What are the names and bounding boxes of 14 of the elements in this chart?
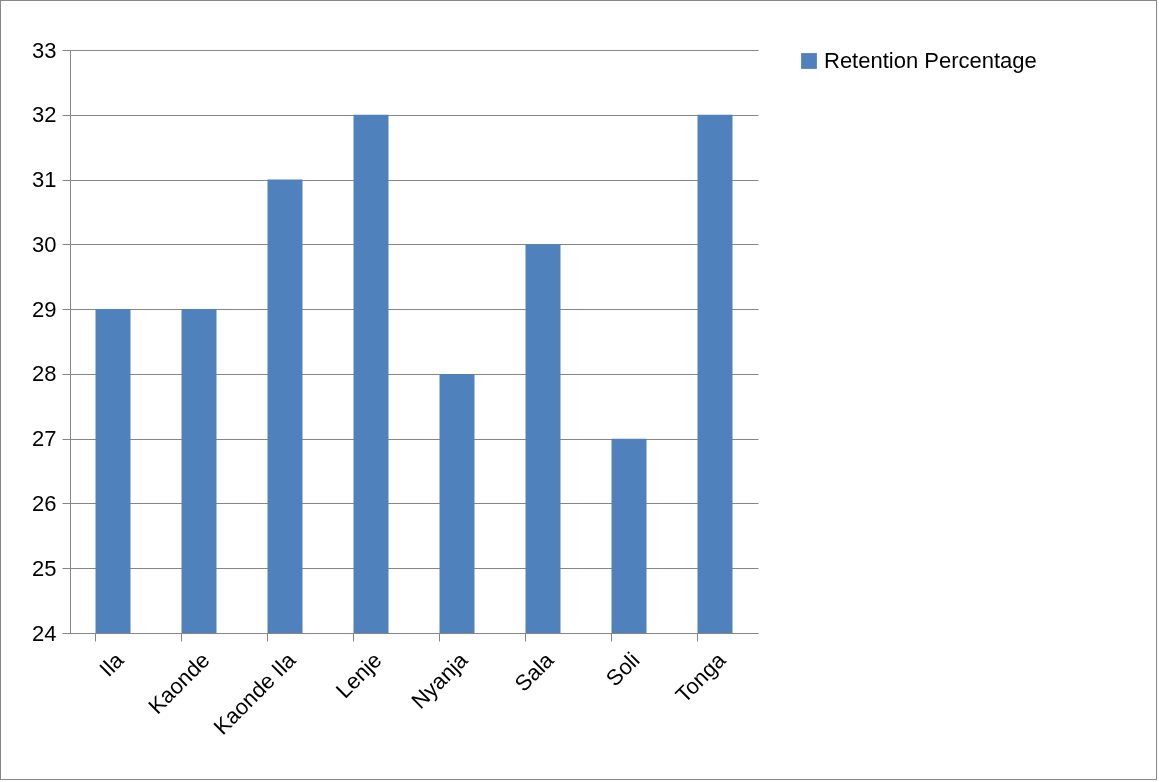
y-tick-label: 31 [32, 167, 57, 193]
y-tick-label: 29 [32, 296, 57, 322]
y-tick-label: 32 [32, 102, 57, 128]
legend-label: Retention Percentage [824, 48, 1037, 73]
x-tick-label: Ila [94, 646, 130, 682]
y-tick-label: 27 [32, 426, 57, 452]
y-tick-label: 24 [32, 620, 57, 646]
y-tick-label: 33 [32, 37, 57, 63]
x-tick-label: Soli [600, 647, 645, 691]
x-tick-label: Sala [509, 646, 560, 697]
y-tick-label: 30 [32, 231, 57, 257]
y-tick-label: 26 [32, 490, 57, 516]
y-tick-label: 28 [32, 361, 57, 387]
y-tick-label: 25 [32, 555, 57, 581]
